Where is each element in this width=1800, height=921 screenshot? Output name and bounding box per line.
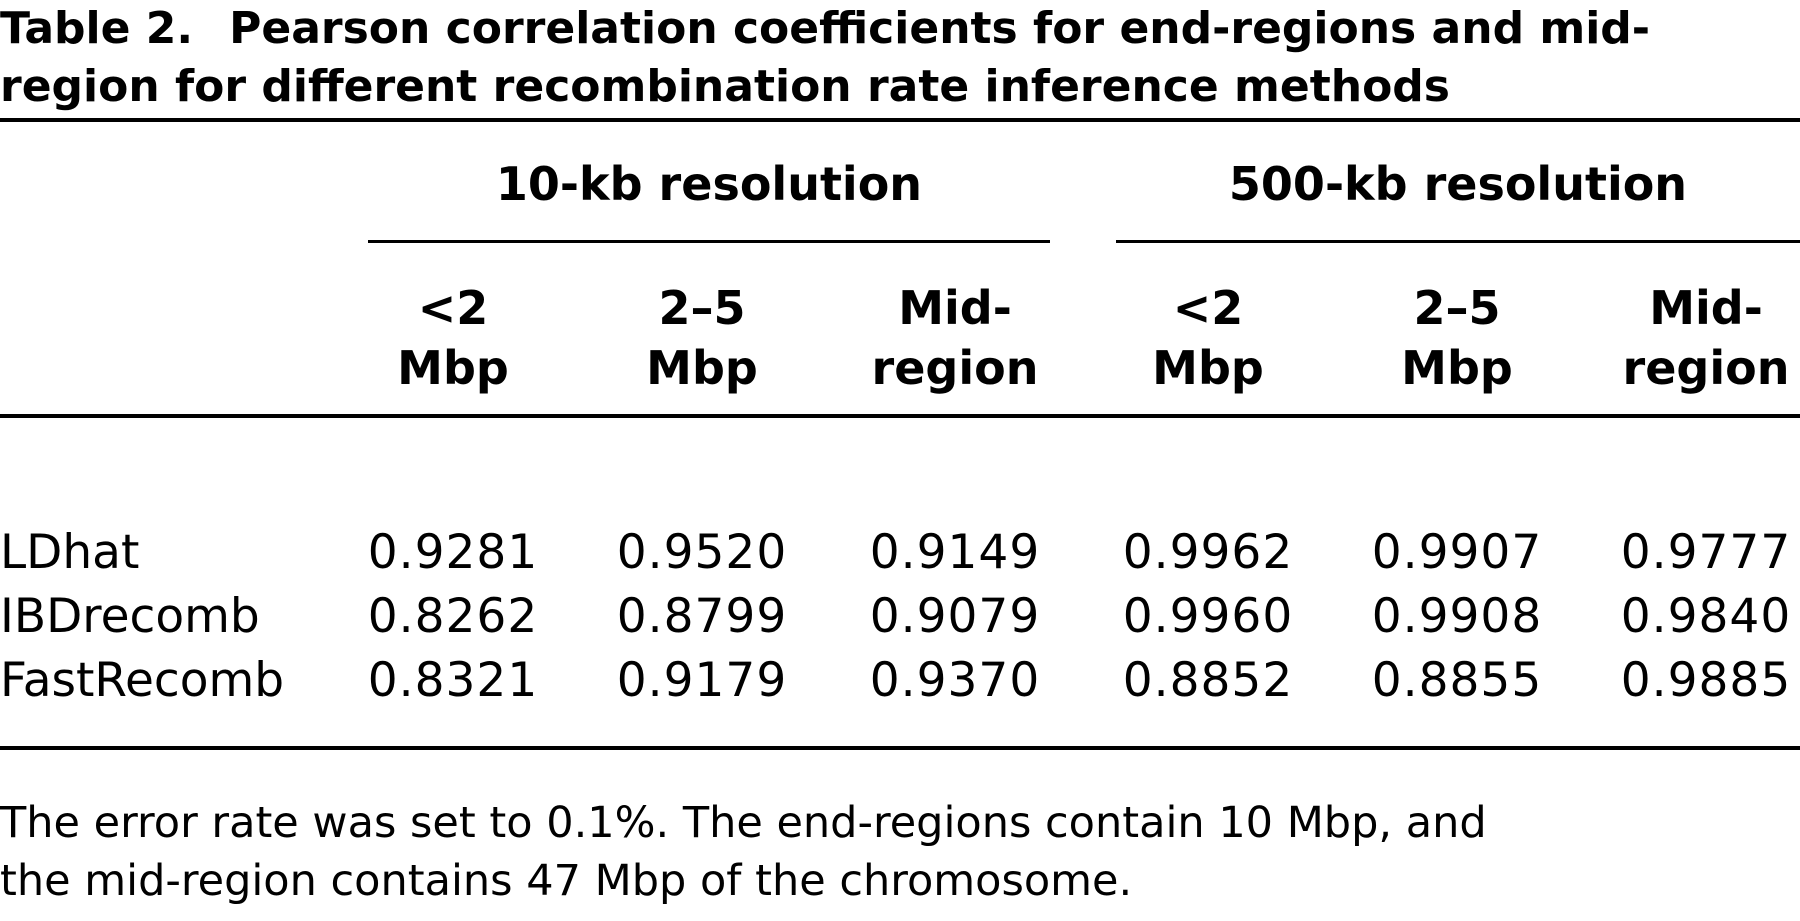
col-header-line: region	[1622, 341, 1790, 395]
col-header-line: Mid-	[898, 281, 1012, 335]
table-cell: 0.8852	[1122, 653, 1294, 708]
col-header-line: Mbp	[397, 341, 509, 395]
table-cell: 0.9079	[869, 589, 1041, 644]
table-footnote: The error rate was set to 0.1%. The end-…	[0, 794, 1780, 910]
table-cell: 0.8799	[616, 589, 788, 644]
table-cell: 0.9179	[616, 653, 788, 708]
bottom-rule	[0, 746, 1800, 750]
col-header-10kb-lt2: <2 Mbp	[343, 278, 563, 398]
caption-line-1: Table 2. Pearson correlation coefficients…	[0, 0, 1800, 58]
table-cell: 0.9885	[1620, 653, 1792, 708]
col-header-line: <2	[417, 281, 489, 335]
top-rule	[0, 118, 1800, 122]
table-cell: 0.9149	[869, 525, 1041, 580]
group-header-500kb: 500-kb resolution	[1228, 157, 1688, 211]
table-cell: 0.8262	[367, 589, 539, 644]
group-rule-10kb	[368, 240, 1050, 243]
row-label-fastrecomb: FastRecomb	[0, 653, 285, 708]
col-header-500kb-mid: Mid- region	[1596, 278, 1800, 398]
table-cell: 0.8321	[367, 653, 539, 708]
group-rule-500kb	[1116, 240, 1800, 243]
table-caption: Table 2. Pearson correlation coefficients…	[0, 0, 1800, 116]
row-label-ibdrecomb: IBDrecomb	[0, 589, 260, 644]
caption-text-1: Pearson correlation coefficients for end…	[229, 3, 1651, 54]
table-cell: 0.8855	[1371, 653, 1543, 708]
caption-line-2: region for different recombination rate …	[0, 61, 1450, 112]
col-header-line: <2	[1172, 281, 1244, 335]
table-cell: 0.9520	[616, 525, 788, 580]
header-rule	[0, 414, 1800, 418]
group-header-10kb: 10-kb resolution	[495, 157, 923, 211]
col-header-line: Mbp	[1401, 341, 1513, 395]
table-cell: 0.9908	[1371, 589, 1543, 644]
col-header-10kb-mid: Mid- region	[845, 278, 1065, 398]
footnote-line-1: The error rate was set to 0.1%. The end-…	[0, 798, 1487, 848]
table-cell: 0.9840	[1620, 589, 1792, 644]
row-label-ldhat: LDhat	[0, 525, 140, 580]
table-cell: 0.9777	[1620, 525, 1792, 580]
col-header-line: 2–5	[1413, 281, 1501, 335]
col-header-line: Mid-	[1649, 281, 1763, 335]
table-cell: 0.9907	[1371, 525, 1543, 580]
table-cell: 0.9962	[1122, 525, 1294, 580]
col-header-500kb-lt2: <2 Mbp	[1098, 278, 1318, 398]
col-header-line: 2–5	[658, 281, 746, 335]
table-cell: 0.9960	[1122, 589, 1294, 644]
footnote-line-2: the mid-region contains 47 Mbp of the ch…	[0, 856, 1133, 906]
table-cell: 0.9281	[367, 525, 539, 580]
col-header-10kb-2to5: 2–5 Mbp	[592, 278, 812, 398]
table-cell: 0.9370	[869, 653, 1041, 708]
col-header-500kb-2to5: 2–5 Mbp	[1347, 278, 1567, 398]
col-header-line: region	[871, 341, 1039, 395]
col-header-line: Mbp	[1152, 341, 1264, 395]
table-label: Table 2.	[0, 3, 194, 54]
col-header-line: Mbp	[646, 341, 758, 395]
